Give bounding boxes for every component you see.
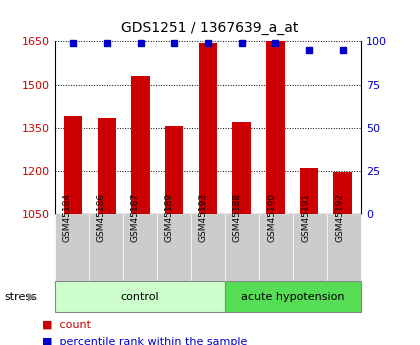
Text: GSM45189: GSM45189 xyxy=(165,193,174,242)
Bar xyxy=(266,41,285,214)
Text: ■  percentile rank within the sample: ■ percentile rank within the sample xyxy=(42,337,247,345)
Text: stress: stress xyxy=(4,292,37,302)
Text: GSM45184: GSM45184 xyxy=(63,193,72,242)
Text: GSM45193: GSM45193 xyxy=(199,193,208,242)
Bar xyxy=(333,172,352,214)
Bar xyxy=(165,126,184,214)
Bar xyxy=(64,116,82,214)
Text: GSM45188: GSM45188 xyxy=(233,193,242,242)
Text: GSM45191: GSM45191 xyxy=(301,193,310,242)
Text: ▶: ▶ xyxy=(28,292,36,302)
Bar xyxy=(199,43,217,214)
Bar xyxy=(131,76,150,214)
Bar xyxy=(232,122,251,214)
Text: GSM45192: GSM45192 xyxy=(335,193,344,242)
Bar xyxy=(97,118,116,214)
Text: GSM45187: GSM45187 xyxy=(131,193,140,242)
Text: control: control xyxy=(121,292,159,302)
Text: GSM45186: GSM45186 xyxy=(97,193,106,242)
Text: GSM45190: GSM45190 xyxy=(267,193,276,242)
Bar xyxy=(300,168,318,214)
Text: acute hypotension: acute hypotension xyxy=(241,292,345,302)
Text: GDS1251 / 1367639_a_at: GDS1251 / 1367639_a_at xyxy=(121,21,299,34)
Text: ■  count: ■ count xyxy=(42,319,91,329)
